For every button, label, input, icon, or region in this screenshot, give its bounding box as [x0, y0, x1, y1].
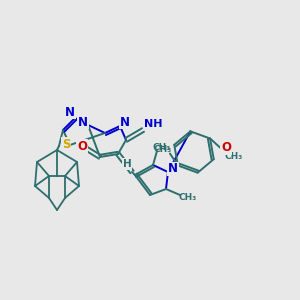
Text: N: N: [168, 163, 178, 176]
Text: S: S: [62, 137, 70, 151]
Text: CH₃: CH₃: [225, 152, 243, 161]
Text: O: O: [77, 140, 87, 152]
Text: CH₃: CH₃: [179, 193, 197, 202]
Text: CH₃: CH₃: [153, 143, 171, 152]
Text: CH₃: CH₃: [154, 145, 172, 154]
Text: O: O: [221, 141, 231, 154]
Text: N: N: [120, 116, 130, 128]
Text: N: N: [78, 116, 88, 128]
Text: N: N: [65, 106, 75, 118]
Text: H: H: [123, 159, 131, 169]
Text: NH: NH: [144, 119, 162, 129]
